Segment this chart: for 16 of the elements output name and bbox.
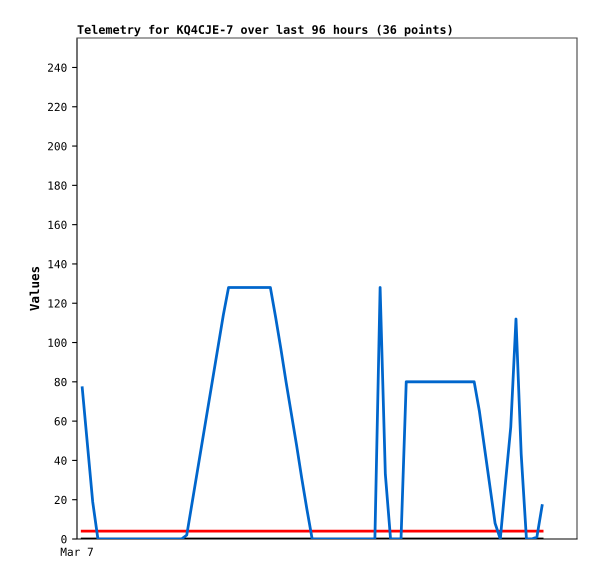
y-tick-label: 180 [48, 181, 67, 190]
y-tick-label: 220 [48, 102, 67, 112]
y-tick-label: 60 [54, 417, 67, 426]
y-tick-label: 120 [48, 299, 67, 308]
y-axis-title: Values [30, 266, 40, 311]
y-tick-label: 40 [54, 456, 67, 465]
y-tick-label: 240 [48, 63, 67, 72]
y-tick-label: 100 [48, 338, 67, 347]
y-tick-label: 20 [54, 496, 67, 504]
y-tick-label: 160 [48, 220, 67, 230]
y-tick-label: 200 [48, 142, 67, 150]
y-tick-label: 140 [48, 260, 67, 268]
chart-title: Telemetry for KQ4CJE-7 over last 96 hours (36 points) [78, 24, 452, 36]
y-tick-label: 0 [61, 535, 67, 544]
y-tick-label: 80 [54, 378, 67, 386]
x-tick-label: Mar 7 [60, 548, 93, 556]
